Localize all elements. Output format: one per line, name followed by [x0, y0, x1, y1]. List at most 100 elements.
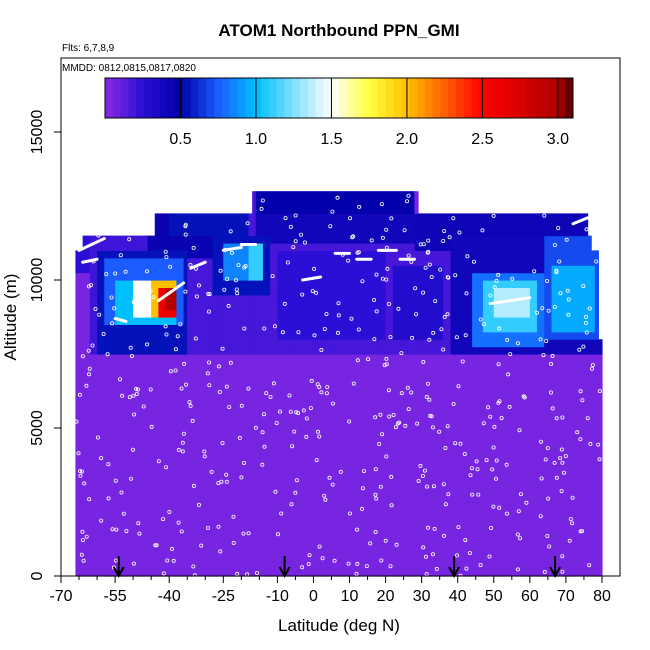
heat-cell — [187, 398, 192, 407]
heat-cell — [324, 524, 329, 533]
heat-cell — [122, 398, 127, 407]
heat-cell — [100, 428, 105, 436]
heat-cell — [216, 398, 221, 407]
heat-cell — [161, 531, 167, 540]
heat-cell — [291, 235, 297, 244]
heat-cell — [428, 531, 434, 540]
heat-cell — [248, 568, 253, 577]
heat-cell — [353, 531, 358, 540]
heat-cell — [306, 420, 311, 429]
heat-cell — [82, 383, 87, 392]
heat-cell — [284, 450, 289, 459]
heat-cell — [280, 302, 286, 311]
heat-cell — [262, 331, 268, 340]
heat-cell — [371, 524, 376, 533]
heat-cell — [89, 243, 95, 251]
heat-cell — [212, 420, 217, 429]
heat-cell — [234, 235, 239, 244]
heat-cell — [385, 198, 390, 207]
heat-cell — [349, 472, 354, 481]
heat-cell — [360, 191, 365, 200]
heat-cell — [259, 309, 264, 318]
heat-cell — [342, 302, 347, 311]
heat-cell — [396, 391, 401, 399]
heat-cell — [277, 206, 282, 214]
heat-cell — [360, 413, 365, 422]
heat-cell — [302, 479, 307, 488]
heat-cell — [356, 191, 361, 200]
heat-cell — [353, 435, 358, 444]
heat-cell — [432, 339, 437, 348]
heat-cell — [172, 324, 178, 333]
heat-cell — [136, 265, 141, 274]
heat-cell — [262, 339, 268, 348]
heat-cell — [244, 516, 250, 525]
heat-cell — [111, 383, 116, 392]
heat-cell — [93, 502, 98, 510]
heat-cell — [338, 220, 343, 229]
heat-cell — [125, 516, 131, 525]
heat-cell — [234, 213, 239, 222]
heat-cell — [129, 324, 134, 333]
heat-cell — [277, 250, 282, 259]
heat-cell — [299, 561, 304, 570]
heat-cell — [172, 250, 178, 259]
heat-cell — [183, 435, 188, 444]
heat-cell — [374, 442, 379, 451]
heat-cell — [234, 435, 239, 444]
heat-cell — [151, 250, 156, 259]
heat-cell — [133, 257, 138, 266]
heat-cell — [407, 435, 412, 444]
heat-cell — [230, 317, 235, 325]
heat-cell — [208, 309, 214, 318]
heat-cell — [360, 309, 365, 318]
heat-cell — [407, 361, 412, 370]
heat-cell — [389, 479, 394, 488]
heat-cell — [198, 494, 203, 503]
heat-cell — [93, 361, 98, 370]
heat-cell — [143, 479, 149, 488]
heat-cell — [302, 428, 307, 436]
heat-cell — [93, 302, 98, 311]
heat-cell — [374, 309, 379, 318]
heat-cell — [407, 265, 412, 274]
heat-cell — [151, 561, 156, 570]
heat-cell — [97, 546, 102, 555]
heat-cell — [425, 317, 430, 325]
heat-cell — [273, 568, 278, 577]
heat-cell — [345, 442, 351, 451]
heat-cell — [295, 531, 300, 540]
heat-cell — [291, 487, 297, 496]
heat-cell — [198, 428, 203, 436]
heat-cell — [313, 206, 318, 214]
heat-cell — [378, 354, 383, 362]
heat-cell — [299, 265, 304, 274]
heat-cell — [277, 220, 282, 229]
heat-cell — [313, 502, 318, 510]
heat-cell — [313, 539, 318, 547]
heat-cell — [327, 339, 333, 348]
heat-cell — [338, 531, 343, 540]
heat-cell — [190, 428, 196, 436]
heat-cell — [237, 220, 242, 229]
heat-cell — [266, 391, 271, 399]
heat-cell — [147, 398, 152, 407]
heat-cell — [169, 294, 174, 303]
heat-cell — [280, 502, 286, 510]
heat-cell — [270, 280, 275, 288]
heat-cell — [403, 450, 408, 459]
heat-cell — [183, 354, 188, 362]
heat-cell — [86, 553, 91, 562]
heat-cell — [299, 428, 304, 436]
heat-cell — [161, 272, 167, 281]
heat-cell — [143, 465, 149, 473]
heat-cell — [212, 361, 217, 370]
heat-cell — [414, 206, 419, 214]
heat-cell — [295, 302, 300, 311]
heat-cell — [180, 361, 185, 370]
heat-cell — [295, 206, 300, 214]
heat-cell — [284, 376, 289, 385]
heat-cell — [295, 398, 300, 407]
heat-cell — [414, 280, 419, 288]
heat-cell — [262, 516, 268, 525]
